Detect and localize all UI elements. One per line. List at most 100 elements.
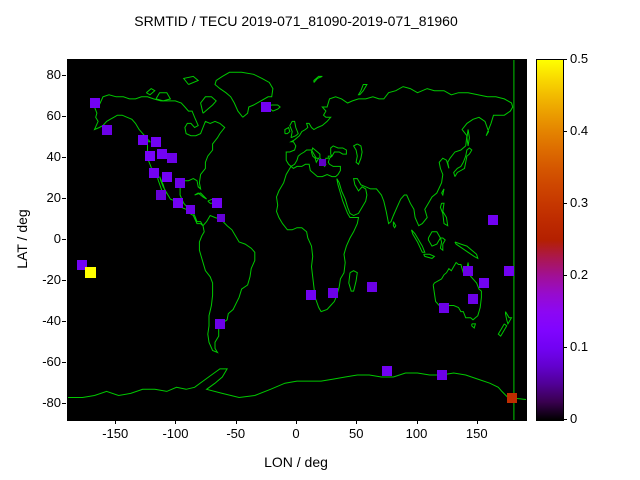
coastline xyxy=(439,237,446,252)
data-point-square xyxy=(328,288,339,299)
x-tick-mark xyxy=(416,420,418,424)
data-point-square xyxy=(150,136,161,147)
x-tick-label: 0 xyxy=(292,426,300,441)
coastline xyxy=(441,188,445,197)
x-tick-mark xyxy=(115,420,117,424)
y-tick-mark xyxy=(62,198,66,200)
data-point-square xyxy=(318,158,326,166)
coastline xyxy=(93,94,226,227)
coastline xyxy=(200,96,217,114)
coastline xyxy=(392,221,397,229)
coastline xyxy=(505,311,513,326)
data-point-square xyxy=(166,153,177,164)
y-tick-mark xyxy=(62,279,66,281)
data-point-square xyxy=(101,124,112,135)
data-point-square xyxy=(214,318,225,329)
y-tick-mark xyxy=(62,320,66,322)
data-point-square xyxy=(212,198,223,209)
x-tick-mark xyxy=(476,420,478,424)
chart-title: SRMTID / TECU 2019-071_81090-2019-071_81… xyxy=(134,13,458,29)
data-point-square xyxy=(144,151,155,162)
data-point-square xyxy=(478,277,489,288)
y-tick-label: 80 xyxy=(46,67,61,83)
coastline xyxy=(352,143,363,166)
y-tick-label: 40 xyxy=(46,149,61,165)
coastline xyxy=(194,192,207,200)
data-point-square xyxy=(161,171,172,182)
colorbar-tick-label: 0.4 xyxy=(570,123,589,138)
y-tick-mark xyxy=(62,75,66,77)
data-point-square xyxy=(504,265,515,276)
y-tick-label: -20 xyxy=(42,271,61,287)
data-point-square xyxy=(382,365,393,376)
y-tick-mark xyxy=(62,157,66,159)
data-point-square xyxy=(175,177,186,188)
coastline xyxy=(289,120,299,139)
data-point-square xyxy=(148,167,159,178)
x-tick-mark xyxy=(296,420,297,424)
x-tick-label: 50 xyxy=(349,426,364,441)
x-tick-label: 100 xyxy=(405,426,428,441)
x-tick-label: 150 xyxy=(465,426,488,441)
data-point-square xyxy=(506,392,517,403)
y-tick-label: -60 xyxy=(42,353,61,369)
coastline xyxy=(497,323,508,337)
coastline xyxy=(214,71,274,118)
data-point-square xyxy=(463,265,474,276)
x-tick-mark xyxy=(175,420,177,424)
coastline xyxy=(155,92,172,102)
coastline xyxy=(453,147,473,177)
colorbar-tick-label: 0 xyxy=(570,411,578,426)
coastline xyxy=(357,84,368,96)
data-point-square xyxy=(77,259,88,270)
coastline xyxy=(471,323,477,329)
colorbar-tick-label: 0.1 xyxy=(570,339,589,354)
coastline xyxy=(439,202,449,227)
x-tick-mark xyxy=(235,420,237,424)
data-point-square xyxy=(85,267,97,279)
colorbar-tick-label: 0.3 xyxy=(570,195,589,210)
colorbar-tick-mark xyxy=(563,275,567,276)
coastline xyxy=(145,87,156,96)
coastline xyxy=(68,368,526,400)
data-point-square xyxy=(467,294,478,305)
colorbar-tick-mark xyxy=(563,203,567,204)
coastline xyxy=(427,231,441,247)
coastline xyxy=(432,261,482,321)
coastline xyxy=(290,145,347,178)
coastline xyxy=(275,86,514,313)
world-coastline-map xyxy=(68,60,526,420)
data-point-square xyxy=(157,149,167,160)
x-axis-label: LON / deg xyxy=(264,454,328,470)
x-tick-label: -100 xyxy=(162,426,189,441)
colorbar-tick-label: 0.5 xyxy=(570,51,589,66)
data-point-square xyxy=(439,302,450,313)
data-point-square xyxy=(366,282,377,293)
coastline xyxy=(411,229,426,253)
coastline xyxy=(466,129,470,146)
y-tick-mark xyxy=(62,116,66,118)
coastline xyxy=(454,241,479,260)
y-tick-label: 20 xyxy=(46,190,61,206)
coastline xyxy=(182,75,200,85)
data-point-square xyxy=(306,290,317,301)
coastline xyxy=(284,126,291,135)
coastline xyxy=(198,214,256,354)
data-point-square xyxy=(186,204,196,214)
colorbar-tick-mark xyxy=(563,419,567,420)
coastline xyxy=(313,75,323,83)
x-tick-mark xyxy=(356,420,358,424)
data-point-square xyxy=(217,213,226,222)
y-tick-mark xyxy=(62,402,66,404)
x-tick-label: -50 xyxy=(226,426,246,441)
colorbar-tick-mark xyxy=(563,131,567,132)
data-point-square xyxy=(89,97,100,108)
data-point-square xyxy=(137,134,148,145)
plot-area xyxy=(67,59,527,421)
coastline xyxy=(348,270,358,292)
data-point-square xyxy=(172,198,183,209)
data-point-square xyxy=(436,370,447,380)
data-point-square xyxy=(155,190,166,200)
x-tick-label: -150 xyxy=(102,426,129,441)
